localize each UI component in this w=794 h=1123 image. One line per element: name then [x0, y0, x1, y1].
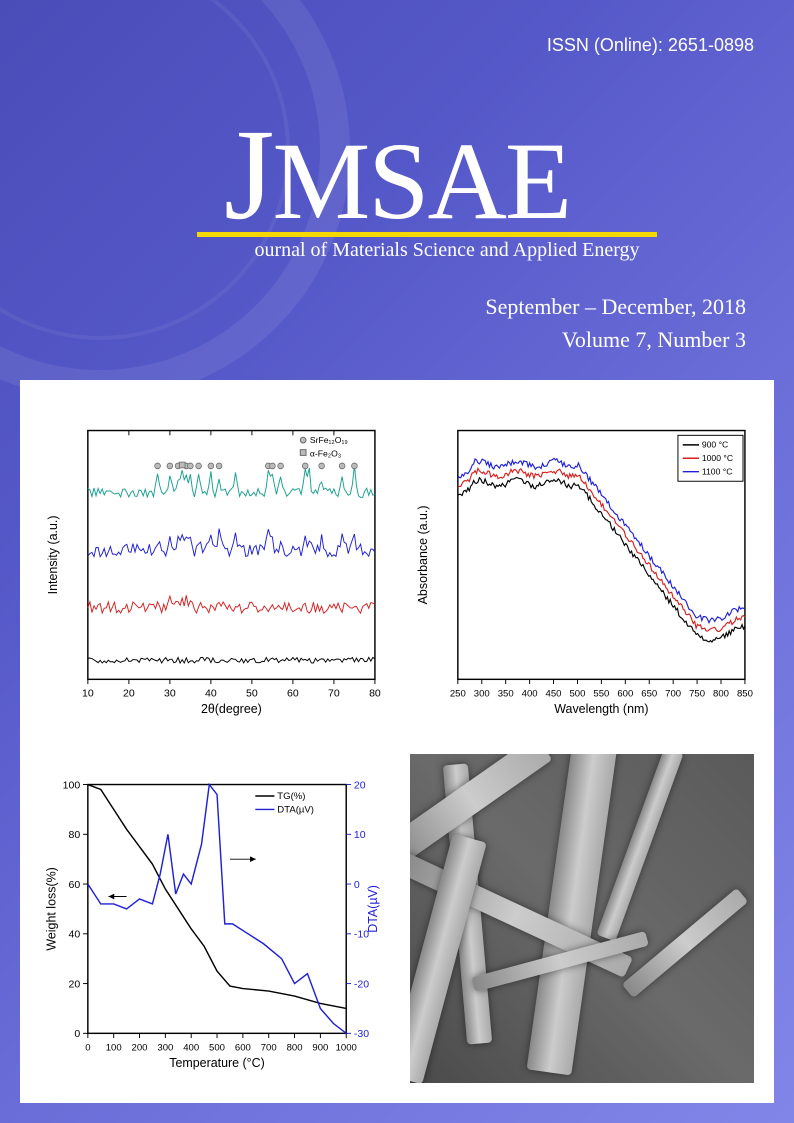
- svg-text:1100 °C: 1100 °C: [701, 467, 732, 477]
- svg-text:600: 600: [617, 689, 633, 700]
- svg-text:1000: 1000: [336, 1043, 357, 1054]
- svg-text:450: 450: [545, 689, 561, 700]
- svg-text:30: 30: [164, 688, 176, 700]
- svg-text:DTA(µV): DTA(µV): [366, 885, 380, 933]
- svg-text:650: 650: [641, 689, 657, 700]
- svg-text:Absorbance (a.u.): Absorbance (a.u.): [416, 505, 430, 604]
- svg-text:2θ(degree): 2θ(degree): [201, 702, 262, 716]
- svg-text:20: 20: [354, 779, 366, 791]
- svg-text:250: 250: [449, 689, 465, 700]
- volume-line: Volume 7, Number 3: [485, 323, 746, 356]
- svg-text:700: 700: [665, 689, 681, 700]
- svg-text:α-Fe₂O₃: α-Fe₂O₃: [310, 448, 342, 458]
- svg-text:0: 0: [85, 1043, 90, 1054]
- xrd-chart: 10 20 30 40 50 60 70 80 2θ(degree) Intensity (a.u…: [40, 400, 385, 729]
- svg-text:DTA(µV): DTA(µV): [277, 804, 314, 815]
- svg-text:500: 500: [569, 689, 585, 700]
- svg-text:1000 °C: 1000 °C: [701, 453, 732, 463]
- svg-text:100: 100: [63, 779, 81, 791]
- svg-text:80: 80: [68, 829, 80, 841]
- chart-grid: 10 20 30 40 50 60 70 80 2θ(degree) Intensity (a.u…: [20, 380, 774, 1103]
- svg-text:20: 20: [68, 978, 80, 990]
- svg-text:Weight loss(%): Weight loss(%): [44, 867, 58, 950]
- svg-text:500: 500: [209, 1043, 225, 1054]
- svg-text:800: 800: [287, 1043, 303, 1054]
- issn-label: ISSN (Online): 2651-0898: [547, 35, 754, 56]
- svg-text:300: 300: [473, 689, 489, 700]
- svg-text:Intensity (a.u.): Intensity (a.u.): [46, 516, 60, 595]
- svg-text:TG(%): TG(%): [277, 791, 305, 802]
- svg-text:SrFe₁₂O₁₉: SrFe₁₂O₁₉: [310, 435, 348, 445]
- svg-text:20: 20: [123, 688, 135, 700]
- svg-text:-20: -20: [354, 978, 369, 990]
- svg-text:40: 40: [68, 929, 80, 941]
- svg-text:-30: -30: [354, 1028, 369, 1040]
- svg-text:10: 10: [354, 829, 366, 841]
- svg-text:400: 400: [183, 1043, 199, 1054]
- svg-text:Wavelength (nm): Wavelength (nm): [554, 702, 648, 716]
- svg-text:50: 50: [246, 688, 258, 700]
- svg-text:Temperature (°C): Temperature (°C): [169, 1056, 265, 1070]
- svg-text:600: 600: [235, 1043, 251, 1054]
- svg-text:900: 900: [312, 1043, 328, 1054]
- svg-text:0: 0: [74, 1028, 80, 1040]
- journal-subtitle: ournal of Materials Science and Applied …: [50, 239, 794, 262]
- svg-text:60: 60: [287, 688, 299, 700]
- svg-text:60: 60: [68, 879, 80, 891]
- svg-text:70: 70: [328, 688, 340, 700]
- tgdta-chart: 0100200300400500600700800900100002040608…: [40, 754, 385, 1083]
- svg-text:800: 800: [713, 689, 729, 700]
- svg-text:40: 40: [205, 688, 217, 700]
- svg-text:100: 100: [106, 1043, 122, 1054]
- svg-text:350: 350: [497, 689, 513, 700]
- sem-micrograph: [410, 754, 755, 1083]
- svg-text:750: 750: [689, 689, 705, 700]
- date-line: September – December, 2018: [485, 290, 746, 323]
- absorbance-chart: 250 300 350 400 450 500 550 600 650 700 750 800 850 W…: [410, 400, 755, 729]
- svg-text:850: 850: [736, 689, 752, 700]
- svg-text:300: 300: [157, 1043, 173, 1054]
- svg-text:700: 700: [261, 1043, 277, 1054]
- title-block: JMSAE ournal of Materials Science and Ap…: [0, 110, 794, 262]
- issue-info: September – December, 2018 Volume 7, Num…: [485, 290, 746, 356]
- svg-text:200: 200: [132, 1043, 148, 1054]
- svg-text:550: 550: [593, 689, 609, 700]
- svg-text:400: 400: [521, 689, 537, 700]
- journal-title: JMSAE: [0, 110, 794, 240]
- title-underline: [197, 232, 657, 237]
- svg-text:10: 10: [82, 688, 94, 700]
- svg-text:80: 80: [369, 688, 381, 700]
- svg-text:900 °C: 900 °C: [701, 440, 727, 450]
- svg-text:0: 0: [354, 879, 360, 891]
